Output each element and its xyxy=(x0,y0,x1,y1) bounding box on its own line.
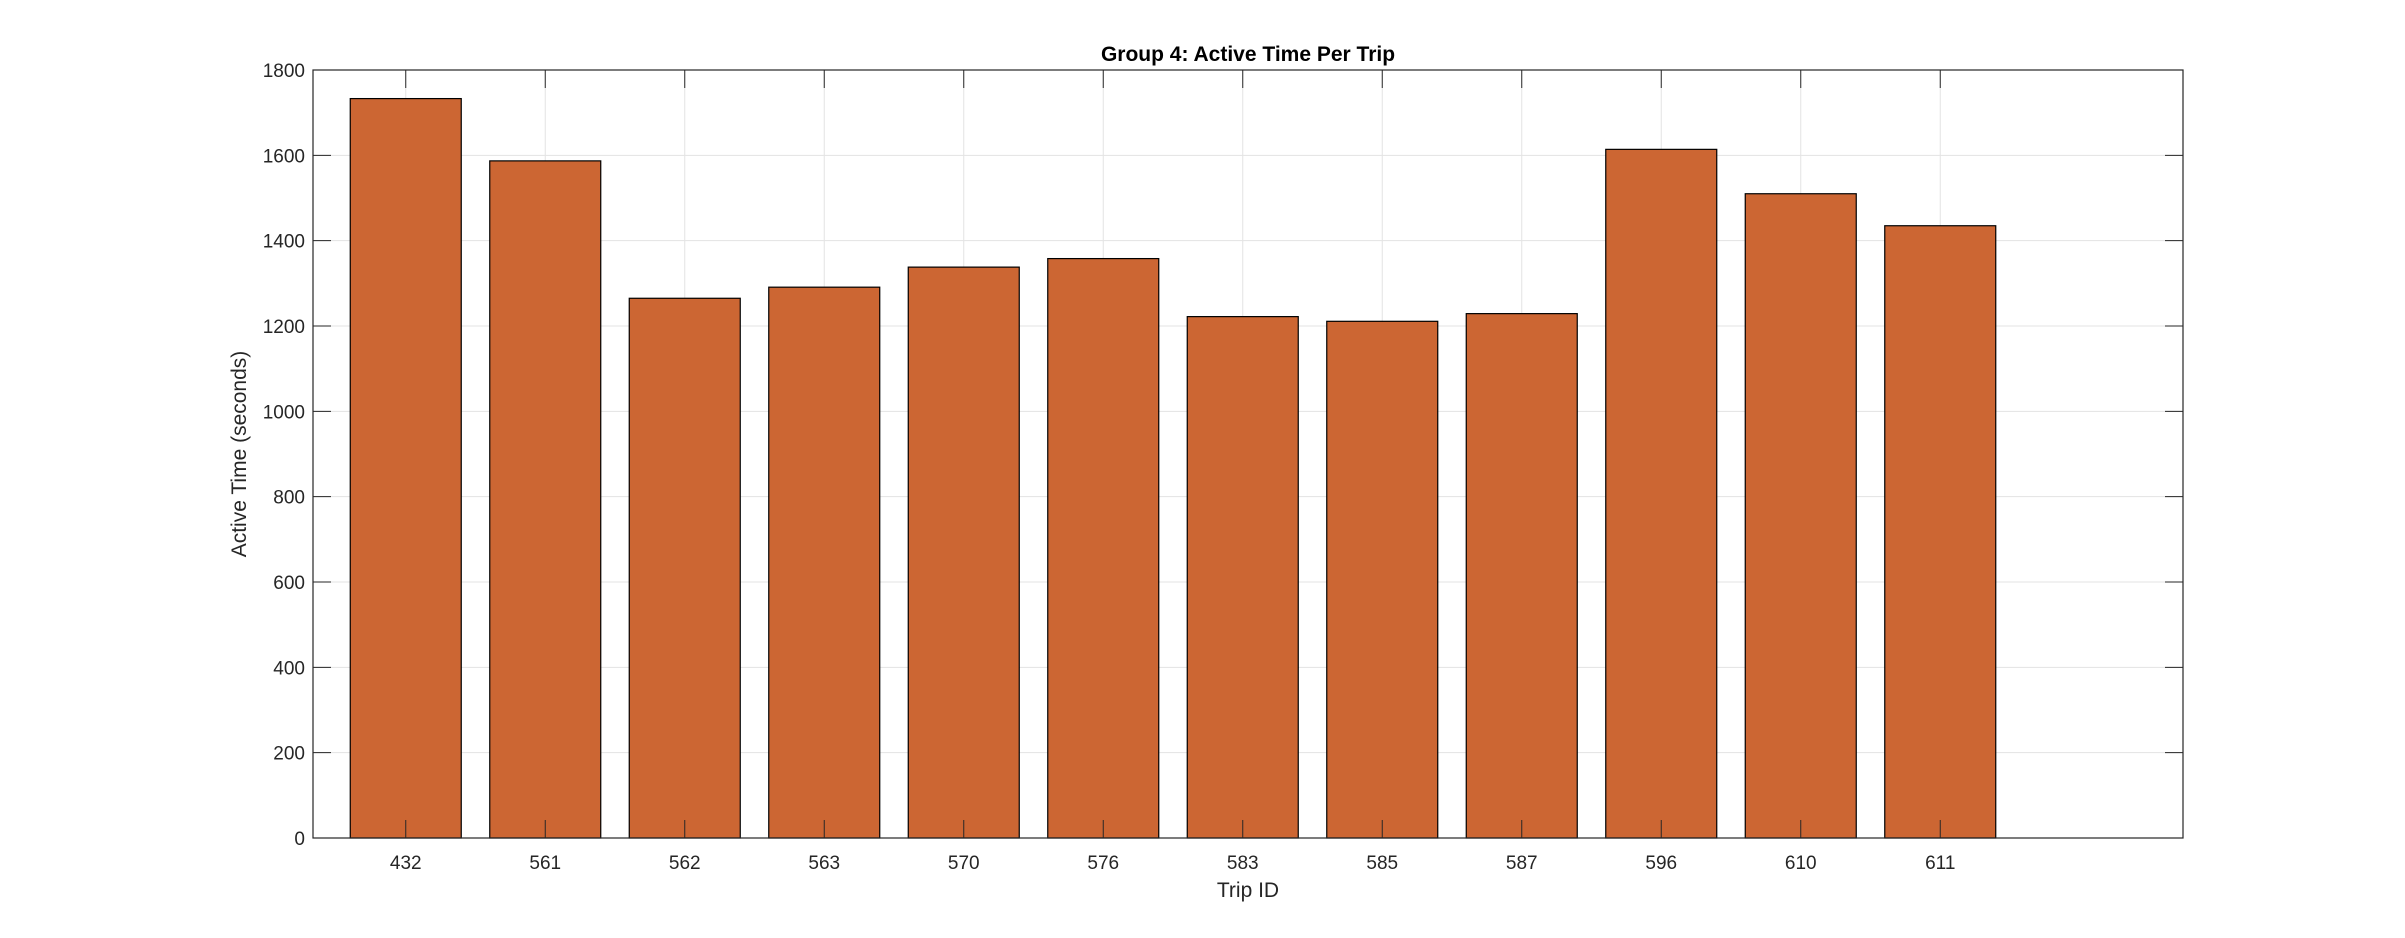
bar-576 xyxy=(1047,257,1160,839)
x-tick-label: 587 xyxy=(1506,853,1538,874)
y-tick-label: 1200 xyxy=(263,317,305,338)
x-tick-label: 576 xyxy=(1087,853,1119,874)
x-tick-label: 610 xyxy=(1785,853,1817,874)
plot-frame xyxy=(312,69,2184,839)
x-tick-label: 561 xyxy=(529,853,561,874)
bar-583 xyxy=(1186,316,1299,839)
bar-596 xyxy=(1605,148,1718,839)
y-tick-label: 200 xyxy=(273,744,305,765)
y-tick-label: 0 xyxy=(294,829,305,850)
y-tick-label: 1800 xyxy=(263,61,305,82)
axis-ticks xyxy=(313,69,2183,839)
x-tick-label: 432 xyxy=(390,853,422,874)
y-tick-label: 1600 xyxy=(263,146,305,167)
bar-562 xyxy=(628,297,741,839)
x-tick-label: 563 xyxy=(808,853,840,874)
x-tick-label: 585 xyxy=(1366,853,1398,874)
x-tick-label: 611 xyxy=(1925,853,1955,874)
y-tick-labels: 0 200 400 600 800 1000 1200 1400 1600 1800 xyxy=(263,61,305,850)
bar-563 xyxy=(768,286,881,839)
y-tick-label: 1400 xyxy=(263,232,305,253)
y-axis-label: Active Time (seconds) xyxy=(228,351,251,558)
x-tick-label: 562 xyxy=(669,853,701,874)
x-axis-label: Trip ID xyxy=(1217,879,1279,902)
bar-610 xyxy=(1744,193,1857,839)
y-tick-label: 1000 xyxy=(263,402,305,423)
x-tick-label: 596 xyxy=(1645,853,1677,874)
chart-title: Group 4: Active Time Per Trip xyxy=(1101,43,1395,66)
bar-570 xyxy=(907,266,1020,839)
x-tick-label: 570 xyxy=(948,853,980,874)
bar-587 xyxy=(1465,313,1578,839)
bars xyxy=(349,97,1997,839)
x-tick-labels: 432 561 562 563 570 576 583 585 587 596 610 611 xyxy=(390,853,1956,874)
bar-561 xyxy=(489,160,602,839)
y-tick-label: 800 xyxy=(273,488,305,509)
x-tick-label: 583 xyxy=(1227,853,1259,874)
bar-585 xyxy=(1326,320,1439,839)
y-tick-label: 600 xyxy=(273,573,305,594)
bar-611 xyxy=(1884,225,1997,839)
y-tick-label: 400 xyxy=(273,658,305,679)
bar-432 xyxy=(349,97,462,839)
